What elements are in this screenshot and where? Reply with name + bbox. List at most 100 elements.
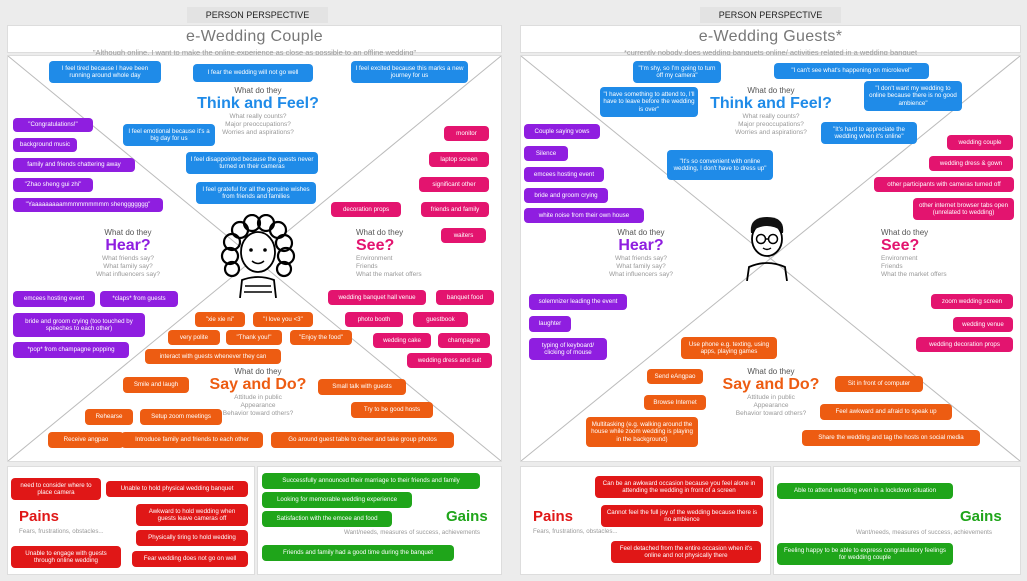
think-note: I fear the wedding will not go well: [193, 64, 313, 82]
gain-note: Successfully announced their marriage to…: [262, 473, 480, 489]
hear-label: What do they Hear? What friends say? Wha…: [96, 228, 160, 278]
see-note: friends and family: [421, 202, 489, 217]
say-note: Go around guest table to cheer and take …: [271, 432, 454, 448]
guest-avatar: [746, 217, 788, 281]
hear-note: emcees hosting event: [13, 291, 95, 307]
hear-note: Silence: [524, 146, 568, 161]
see-note: laptop screen: [429, 152, 489, 167]
hear-note: "Yaaaaaaaaammmmmmmmm shenggggggg": [13, 198, 163, 212]
see-note: wedding decoration props: [916, 337, 1013, 352]
say-note: Multitasking (e.g. walking around the ho…: [586, 417, 698, 447]
see-note: wedding banquet hall venue: [328, 290, 426, 305]
hear-note: typing of keyboard/ clicking of mouse: [529, 338, 607, 360]
see-note: wedding dress and suit: [407, 353, 492, 368]
think-note: I feel tired because I have been running…: [49, 61, 161, 83]
right-empathy-map: What do they Think and Feel? What really…: [520, 55, 1021, 462]
hear-note: emcees hosting event: [524, 167, 604, 182]
see-note: guestbook: [413, 312, 468, 327]
pains-title: Pains: [533, 508, 574, 525]
right-gains-panel: Gains Want/needs, measures of success, a…: [773, 466, 1021, 575]
hear-note: bride and groom crying: [524, 188, 608, 203]
think-note: "I can't see what's happening on microle…: [774, 63, 929, 79]
say-note: Feel awkward and afraid to speak up: [820, 404, 952, 420]
hear-note: white noise from their own house: [524, 208, 644, 223]
think-note: I feel excited because this marks a new …: [351, 61, 468, 83]
see-note: monitor: [444, 126, 489, 141]
think-note: "I don't want my wedding to online becau…: [864, 81, 962, 111]
see-note: wedding venue: [953, 317, 1013, 332]
see-note: wedding dress & gown: [929, 156, 1013, 171]
page-title: e-Wedding Couple: [185, 28, 324, 45]
see-note: zoom wedding screen: [931, 294, 1013, 309]
page-subtitle: *currently nobody does wedding banquets …: [623, 48, 918, 57]
say-note: "xie xie ni": [195, 312, 245, 327]
see-note: significant other: [419, 177, 489, 192]
say-note: Share the wedding and tag the hosts on s…: [802, 430, 980, 446]
pain-note: Can be an awkward occasion because you f…: [595, 476, 763, 498]
think-note: "It's so convenient with online wedding,…: [667, 150, 773, 180]
see-note: waiters: [441, 228, 486, 243]
say-note: Setup zoom meetings: [140, 409, 222, 425]
gains-subtitle: Want/needs, measures of success, achieve…: [856, 529, 992, 536]
gains-title: Gains: [960, 508, 1002, 525]
hear-note: solemnizer leading the event: [529, 294, 627, 310]
say-note: very polite: [168, 330, 220, 345]
hear-label: What do they Hear? What friends say? Wha…: [609, 228, 673, 278]
left-pains-panel: Pains Fears, frustrations, obstacles... …: [7, 466, 255, 575]
say-do-label: What do they Say and Do? Attitude in pub…: [209, 367, 307, 417]
hear-note: "Zhao sheng gui zhi": [13, 178, 93, 192]
pains-subtitle: Fears, frustrations, obstacles...: [533, 528, 618, 535]
gain-note: Looking for memorable wedding experience: [262, 492, 412, 508]
gains-title: Gains: [446, 508, 488, 525]
left-empathy-map: What do they Think and Feel? What really…: [7, 55, 502, 462]
see-note: wedding cake: [373, 333, 431, 348]
say-do-label: What do they Say and Do? Attitude in pub…: [722, 367, 820, 417]
pain-note: need to consider where to place camera: [11, 478, 101, 500]
pain-note: Cannot feel the full joy of the wedding …: [601, 505, 763, 527]
left-gains-panel: Gains Want/needs, measures of success, a…: [257, 466, 502, 575]
see-label: What do they See? Environment Friends Wh…: [356, 228, 422, 278]
say-note: interact with guests whenever they can: [145, 349, 281, 364]
hear-note: *pop* from champagne popping: [13, 342, 129, 358]
page-title: e-Wedding Guests*: [698, 28, 843, 45]
think-note: I feel emotional because it's a big day …: [123, 124, 215, 146]
think-note: I feel grateful for all the genuine wish…: [196, 182, 316, 204]
think-note: "I have something to attend to, I'll hav…: [600, 87, 698, 117]
pain-note: Fear wedding does not go on well: [132, 551, 248, 567]
pain-note: Physically tiring to hold wedding: [136, 530, 248, 546]
gains-subtitle: Want/needs, measures of success, achieve…: [344, 529, 480, 536]
couple-avatar: [220, 214, 296, 298]
left-header: e-Wedding Couple "Although online, I wan…: [7, 25, 502, 57]
gain-note: Able to attend wedding even in a lockdow…: [777, 483, 953, 499]
see-note: decoration props: [331, 202, 401, 217]
see-note: other participants with cameras turned o…: [874, 177, 1014, 192]
diagonal-lines: [521, 56, 1020, 461]
see-label: What do they See? Environment Friends Wh…: [881, 228, 947, 278]
think-note: "It's hard to appreciate the wedding whe…: [821, 122, 917, 144]
hear-note: Couple saying vows: [524, 124, 600, 139]
say-note: "I love you <3": [253, 312, 313, 327]
pain-note: Unable to engage with guests through onl…: [11, 546, 121, 568]
see-note: champagne: [438, 333, 490, 348]
say-note: Send eAngpao: [647, 369, 703, 384]
gain-note: Friends and family had a good time durin…: [262, 545, 454, 561]
hear-note: *claps* from guests: [100, 291, 178, 307]
see-note: banquet food: [436, 290, 494, 305]
say-note: Introduce family and friends to each oth…: [121, 432, 263, 448]
hear-note: bride and groom crying (too touched by s…: [13, 313, 145, 337]
hear-note: background music: [13, 138, 77, 152]
person-perspective-tag: PERSON PERSPECTIVE: [187, 7, 328, 23]
see-note: wedding couple: [947, 135, 1013, 150]
say-note: Rehearse: [85, 409, 133, 425]
say-note: Browse Internet: [644, 395, 706, 410]
hear-note: family and friends chattering away: [13, 158, 135, 172]
pains-title: Pains: [19, 508, 60, 525]
right-pains-panel: Pains Fears, frustrations, obstacles... …: [520, 466, 771, 575]
see-note: photo booth: [345, 312, 403, 327]
say-note: "Thank you!": [226, 330, 282, 345]
hear-note: laughter: [529, 316, 571, 332]
see-note: other internet browser tabs open (unrela…: [913, 198, 1014, 220]
gain-note: Feeling happy to be able to express cong…: [777, 543, 953, 565]
think-feel-label: What do they Think and Feel? What really…: [197, 86, 319, 136]
person-perspective-tag: PERSON PERSPECTIVE: [700, 7, 841, 23]
